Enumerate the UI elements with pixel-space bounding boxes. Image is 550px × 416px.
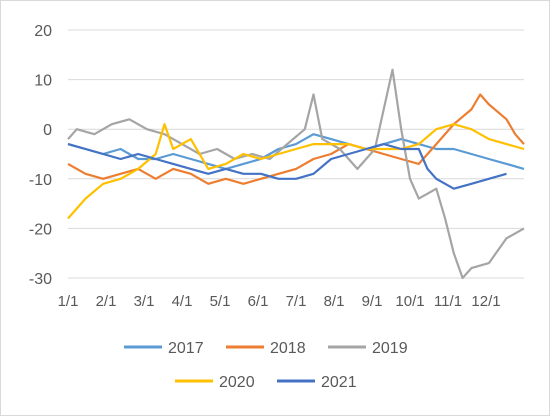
- x-tick-label: 10/1: [395, 293, 424, 310]
- series-lines: [67, 68, 525, 280]
- x-tick-label: 2/1: [96, 293, 117, 310]
- legend-label: 2021: [321, 374, 357, 391]
- legend-item-2018: 2018: [226, 340, 306, 357]
- y-tick-label: -30: [29, 271, 52, 288]
- legend-item-2017: 2017: [124, 340, 204, 357]
- legend: 2017 2018 2019 2020 2021: [124, 340, 408, 391]
- legend-label: 2019: [372, 340, 408, 357]
- x-axis-ticks: 1/1 2/1 3/1 4/1 5/1 6/1 7/1 8/1 9/1 10/1 11/1 12/1: [58, 293, 501, 310]
- y-tick-label: 20: [34, 23, 52, 40]
- legend-label: 2020: [219, 374, 255, 391]
- y-tick-label: 0: [43, 122, 52, 139]
- x-tick-label: 9/1: [362, 293, 383, 310]
- x-tick-label: 5/1: [210, 293, 231, 310]
- x-tick-label: 11/1: [434, 293, 462, 310]
- legend-item-2019: 2019: [328, 340, 408, 357]
- series-line-2019: [67, 68, 525, 280]
- x-tick-label: 7/1: [286, 293, 307, 310]
- legend-label: 2018: [270, 340, 306, 357]
- x-tick-label: 8/1: [324, 293, 345, 310]
- y-tick-label: -10: [29, 172, 52, 189]
- y-tick-label: 10: [34, 73, 52, 90]
- series-line-2018: [67, 93, 525, 185]
- series-line-2017: [67, 133, 525, 170]
- series-line-2020: [67, 123, 525, 220]
- y-axis-ticks: 20 10 0 -10 -20 -30: [29, 23, 52, 288]
- legend-label: 2017: [168, 340, 204, 357]
- x-tick-label: 1/1: [58, 293, 79, 310]
- x-tick-label: 6/1: [248, 293, 269, 310]
- series-line-2021: [67, 143, 507, 190]
- grid-lines: [68, 29, 524, 279]
- y-tick-label: -20: [29, 221, 52, 238]
- legend-item-2021: 2021: [277, 374, 357, 391]
- x-tick-label: 4/1: [172, 293, 193, 310]
- x-tick-label: 12/1: [471, 293, 500, 310]
- x-tick-label: 3/1: [134, 293, 155, 310]
- legend-item-2020: 2020: [175, 374, 255, 391]
